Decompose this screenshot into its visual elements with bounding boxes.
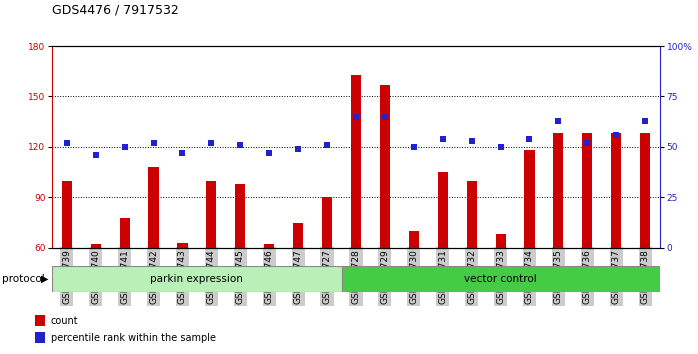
- Bar: [91, 244, 101, 248]
- Bar: [611, 133, 621, 248]
- Bar: [524, 150, 535, 248]
- Point: [495, 144, 506, 150]
- Text: parkin expression: parkin expression: [151, 274, 244, 284]
- Point: [437, 136, 448, 142]
- Bar: [466, 181, 477, 248]
- Text: protocol: protocol: [2, 274, 45, 284]
- Point: [611, 132, 622, 138]
- Text: GDS4476 / 7917532: GDS4476 / 7917532: [52, 4, 179, 17]
- Point: [264, 150, 275, 156]
- Bar: [35, 315, 45, 326]
- Point: [553, 118, 564, 124]
- Point: [524, 136, 535, 142]
- Bar: [351, 75, 361, 248]
- Text: count: count: [51, 316, 78, 326]
- Point: [581, 140, 593, 146]
- Bar: [149, 167, 158, 248]
- Bar: [640, 133, 651, 248]
- Bar: [235, 184, 246, 248]
- Bar: [35, 332, 45, 343]
- Point: [206, 140, 217, 146]
- Point: [379, 114, 390, 120]
- Bar: [438, 172, 448, 248]
- Bar: [380, 85, 390, 248]
- Bar: [119, 217, 130, 248]
- Point: [350, 114, 362, 120]
- Bar: [582, 133, 593, 248]
- Point: [466, 138, 477, 144]
- Point: [292, 146, 304, 152]
- Point: [119, 144, 131, 150]
- Point: [235, 142, 246, 148]
- Bar: [496, 234, 505, 248]
- Bar: [409, 231, 419, 248]
- Bar: [52, 266, 341, 292]
- Bar: [293, 223, 303, 248]
- Point: [639, 118, 651, 124]
- Text: percentile rank within the sample: percentile rank within the sample: [51, 333, 216, 343]
- Point: [408, 144, 419, 150]
- Bar: [341, 266, 660, 292]
- Text: ▶: ▶: [40, 274, 48, 284]
- Bar: [61, 181, 72, 248]
- Bar: [554, 133, 563, 248]
- Bar: [207, 181, 216, 248]
- Point: [148, 140, 159, 146]
- Text: vector control: vector control: [464, 274, 537, 284]
- Point: [61, 140, 73, 146]
- Bar: [322, 198, 332, 248]
- Point: [177, 150, 188, 156]
- Bar: [264, 244, 274, 248]
- Bar: [177, 243, 188, 248]
- Point: [322, 142, 333, 148]
- Point: [90, 152, 101, 158]
